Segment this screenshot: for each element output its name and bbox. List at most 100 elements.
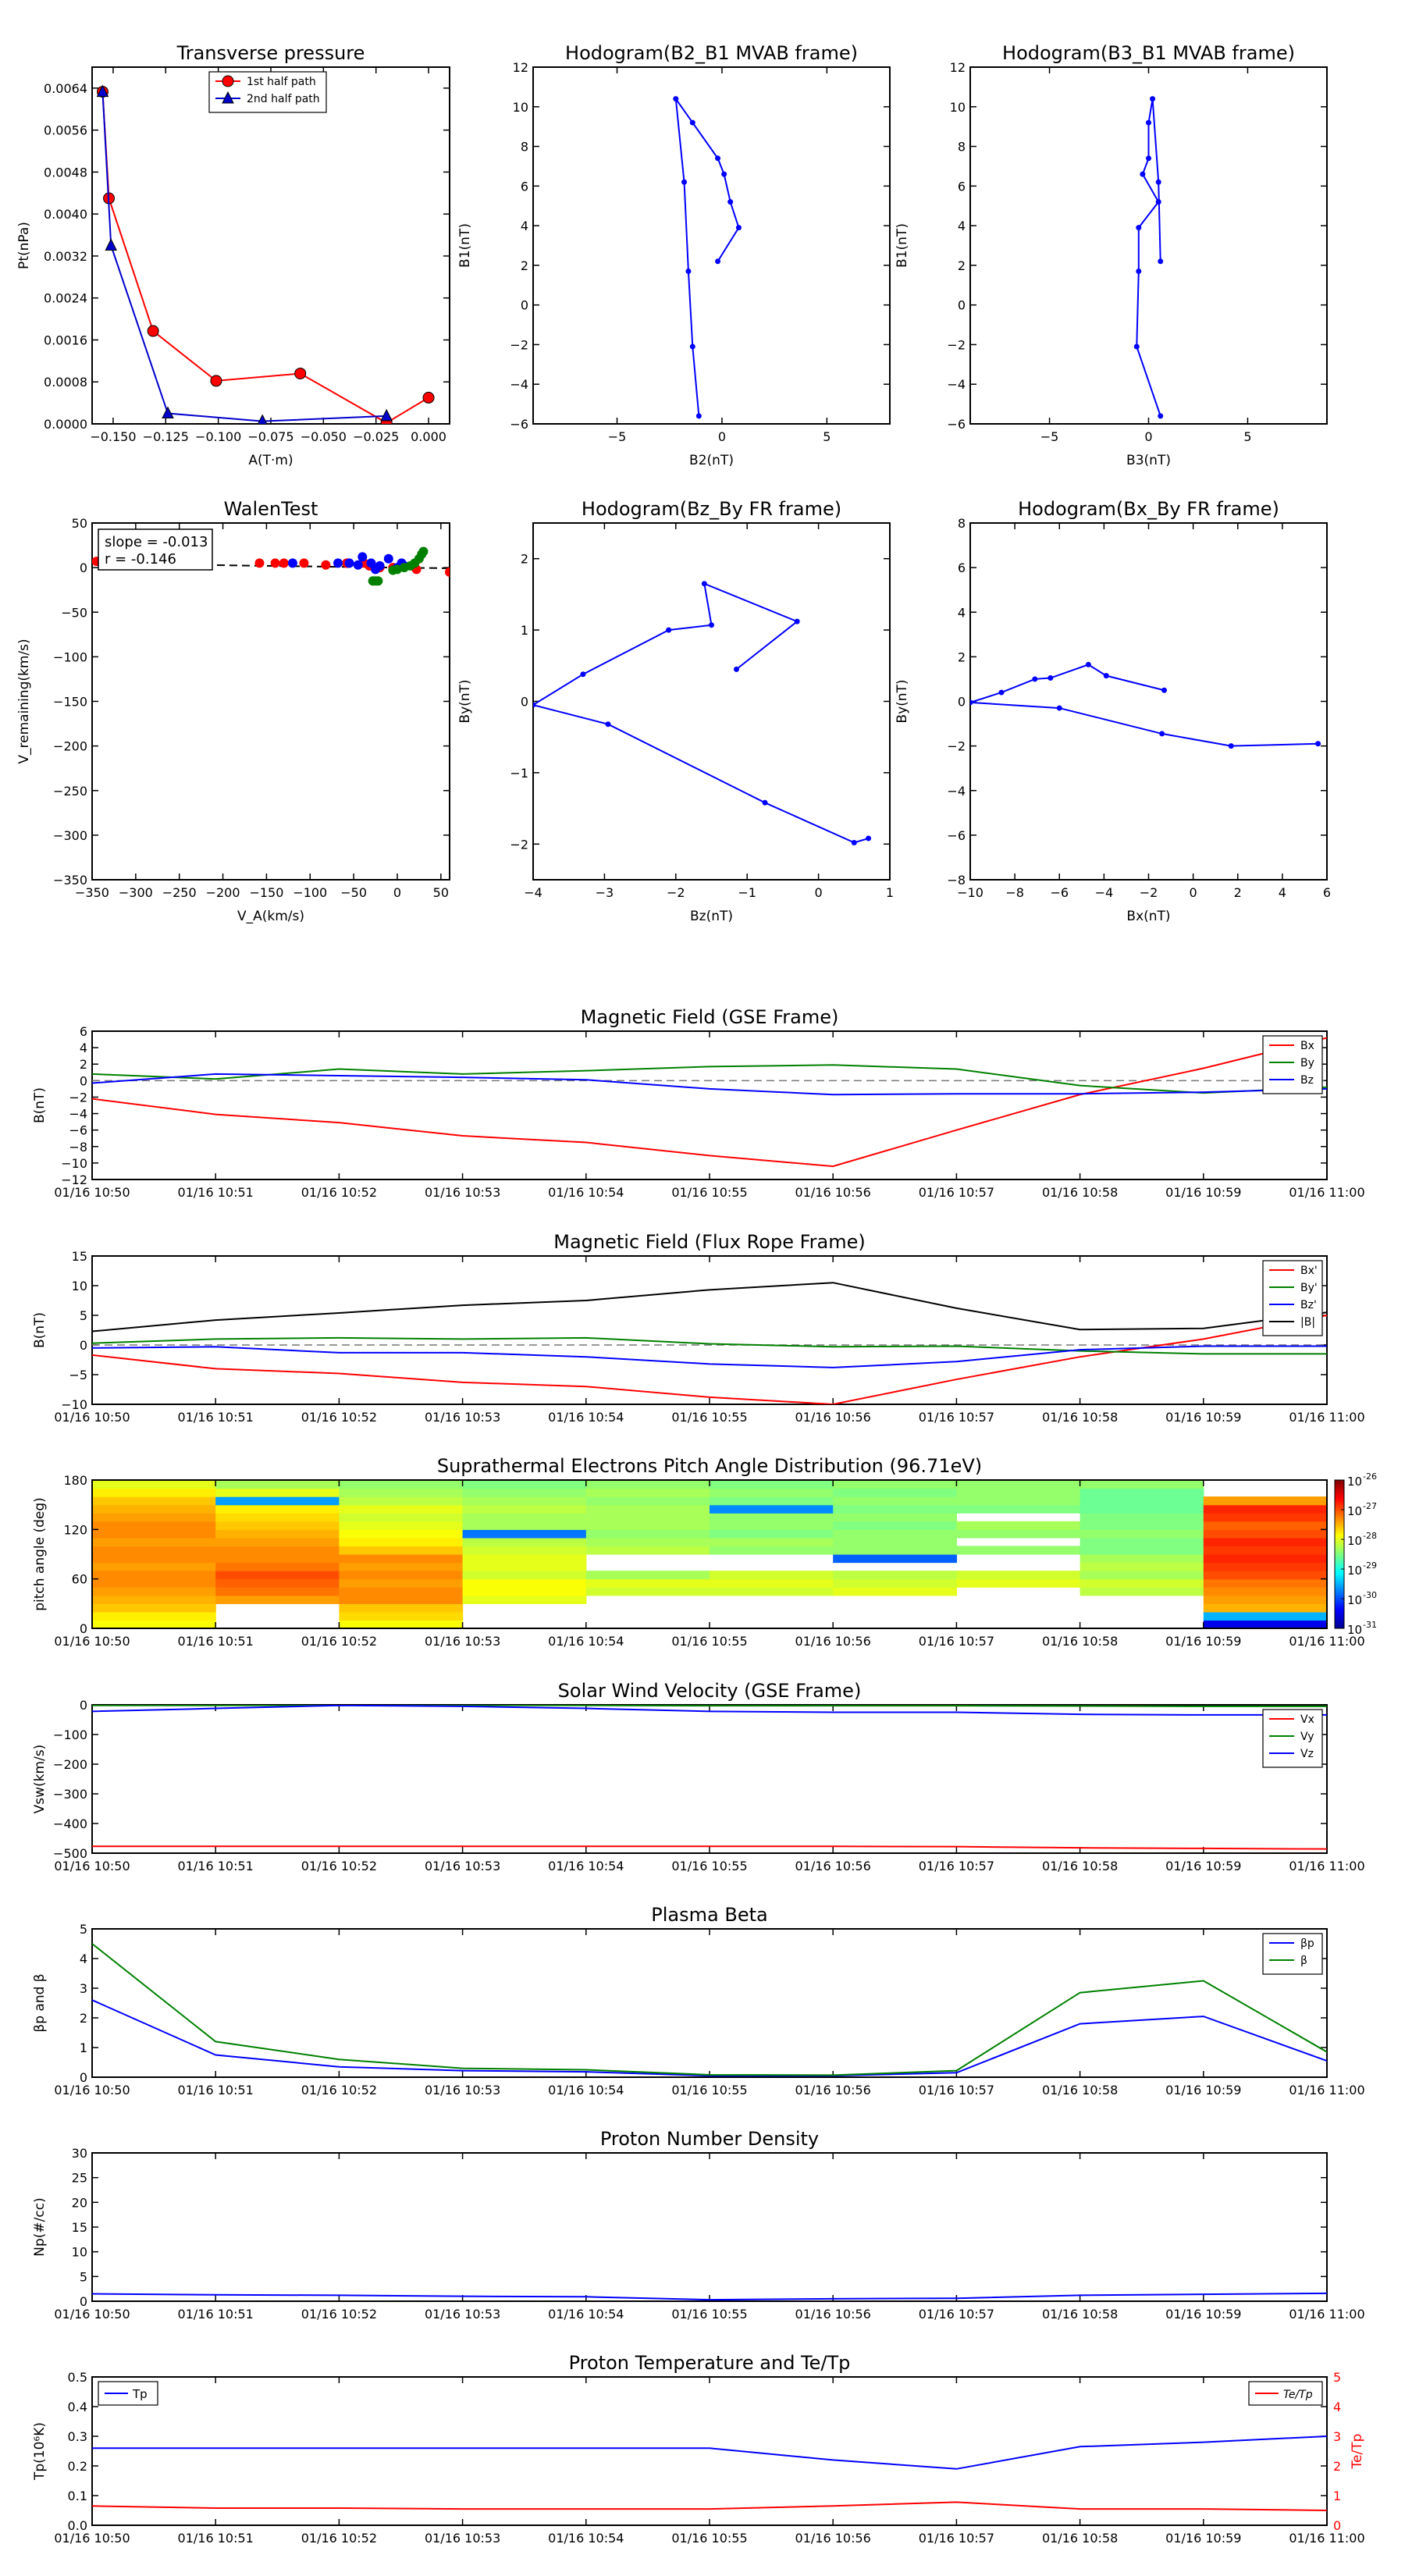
series-line <box>92 1064 1327 1094</box>
time-tick-label: 01/16 11:00 <box>1289 1634 1364 1649</box>
time-tick-label: 01/16 10:50 <box>54 2531 130 2546</box>
y-tick-label: −12 <box>61 1172 87 1187</box>
time-tick-label: 01/16 10:59 <box>1165 1634 1241 1649</box>
series-line <box>92 1336 1327 1355</box>
time-tick-label: 01/16 11:00 <box>1289 1410 1364 1425</box>
y2-axis-label: Te/Tp <box>1350 2434 1365 2470</box>
data-point <box>299 558 309 568</box>
heatmap-cell <box>833 1504 957 1514</box>
x-tick-label: −5 <box>1040 429 1059 444</box>
legend-label: Bz' <box>1300 1299 1317 1311</box>
heatmap-cell <box>1203 1521 1328 1530</box>
time-tick-label: 01/16 10:55 <box>671 1859 747 1873</box>
time-tick-label: 01/16 10:54 <box>548 2307 624 2322</box>
series-line <box>533 582 869 844</box>
heatmap-cell <box>462 1480 587 1489</box>
data-point <box>333 558 343 568</box>
chart-pad: Suprathermal Electrons Pitch Angle Distr… <box>32 1455 1377 1649</box>
legend-label: Vy <box>1300 1731 1314 1743</box>
heatmap-cell <box>710 1578 834 1588</box>
heatmap-cell <box>1203 1529 1328 1539</box>
time-tick-label: 01/16 10:54 <box>548 2531 624 2546</box>
chart-pt: Transverse pressure 0.0000 0.0008 0.0016 0.0… <box>16 42 450 468</box>
plot-area <box>673 95 742 419</box>
plot-frame <box>532 522 891 881</box>
data-point <box>701 581 707 587</box>
x-tick-label: −50 <box>340 885 367 900</box>
time-tick-label: 01/16 10:50 <box>54 2307 130 2322</box>
data-point <box>1155 179 1161 185</box>
x-axis-label: V_A(km/s) <box>237 909 304 924</box>
time-tick-label: 01/16 10:59 <box>1165 1185 1241 1200</box>
y2-tick-label: 0 <box>1333 2518 1341 2533</box>
data-point <box>666 627 672 633</box>
x-tick-label: 6 <box>1323 885 1331 900</box>
x-tick-label: −5 <box>608 429 627 444</box>
heatmap-cell <box>92 1488 216 1497</box>
time-tick-label: 01/16 10:50 <box>54 2083 130 2097</box>
y-tick-label: 15 <box>72 2220 87 2235</box>
heatmap-cell <box>215 1537 340 1547</box>
heatmap-cell <box>585 1521 710 1530</box>
time-tick-label: 01/16 10:51 <box>178 2083 254 2097</box>
heatmap-cell <box>92 1480 216 1489</box>
heatmap-cell <box>956 1504 1081 1514</box>
legend-label: 1st half path <box>247 76 316 88</box>
x-tick-label: 4 <box>1279 885 1286 900</box>
y-tick-label: −4 <box>947 784 966 799</box>
data-point <box>681 179 688 185</box>
x-tick-label: −0.050 <box>301 429 347 444</box>
data-point <box>673 96 679 102</box>
data-point <box>580 671 586 678</box>
time-tick-label: 01/16 10:50 <box>54 1410 130 1425</box>
plot-area <box>92 2292 1327 2301</box>
time-tick-label: 01/16 10:50 <box>54 1634 130 1649</box>
colorbar-label: 10 <box>1347 1504 1362 1518</box>
time-tick-label: 01/16 10:54 <box>548 1410 624 1425</box>
heatmap-cell <box>833 1480 957 1489</box>
y-tick-label: −300 <box>53 1787 87 1802</box>
heatmap-cell <box>462 1513 587 1522</box>
heatmap-cell <box>462 1578 587 1588</box>
y-tick-label: 2 <box>521 258 528 273</box>
plot-frame <box>91 2152 1328 2302</box>
data-point <box>147 325 159 337</box>
heatmap-cell <box>1203 1603 1328 1613</box>
heatmap-cell <box>215 1480 340 1489</box>
y-tick-label: 0.0032 <box>44 249 87 264</box>
heatmap-cell <box>1080 1562 1204 1571</box>
x-axis-label: Bz(nT) <box>690 909 733 924</box>
heatmap-cell <box>339 1578 464 1588</box>
y-tick-label: 6 <box>521 179 528 194</box>
time-tick-label: 01/16 10:57 <box>919 2307 994 2322</box>
time-tick-label: 01/16 10:55 <box>671 1410 747 1425</box>
heatmap-cell <box>462 1537 587 1547</box>
heatmap-cell <box>585 1496 710 1506</box>
series-line <box>92 1999 1327 2077</box>
y-tick-label: 4 <box>80 1952 87 1966</box>
heatmap-cell <box>339 1513 464 1522</box>
y-tick-label: 50 <box>72 516 87 531</box>
y-tick-label: 0 <box>80 560 87 575</box>
y-tick-label: 0 <box>80 1338 87 1353</box>
heatmap-cell <box>1203 1546 1328 1555</box>
heatmap-cell <box>215 1595 340 1604</box>
heatmap-cell <box>339 1611 464 1621</box>
heatmap-cell <box>956 1571 1081 1580</box>
y-tick-label: 6 <box>958 560 966 575</box>
time-tick-label: 01/16 10:57 <box>919 1185 994 1200</box>
plot-area <box>1133 96 1164 419</box>
heatmap-cell <box>585 1513 710 1522</box>
y-tick-label: 0 <box>521 695 528 710</box>
data-point <box>1146 155 1151 162</box>
time-tick-label: 01/16 10:58 <box>1042 2083 1118 2097</box>
y-tick-label: −6 <box>947 828 966 843</box>
heatmap-cell <box>92 1578 216 1588</box>
time-tick-label: 01/16 10:59 <box>1165 2531 1241 2546</box>
time-tick-label: 01/16 10:50 <box>54 1185 130 1200</box>
y-tick-label: 2 <box>521 552 528 567</box>
data-point <box>689 343 695 350</box>
y-tick-label: 0.0024 <box>44 291 87 306</box>
time-tick-label: 01/16 10:51 <box>178 1634 254 1649</box>
chart-title: Magnetic Field (Flux Rope Frame) <box>553 1231 865 1253</box>
